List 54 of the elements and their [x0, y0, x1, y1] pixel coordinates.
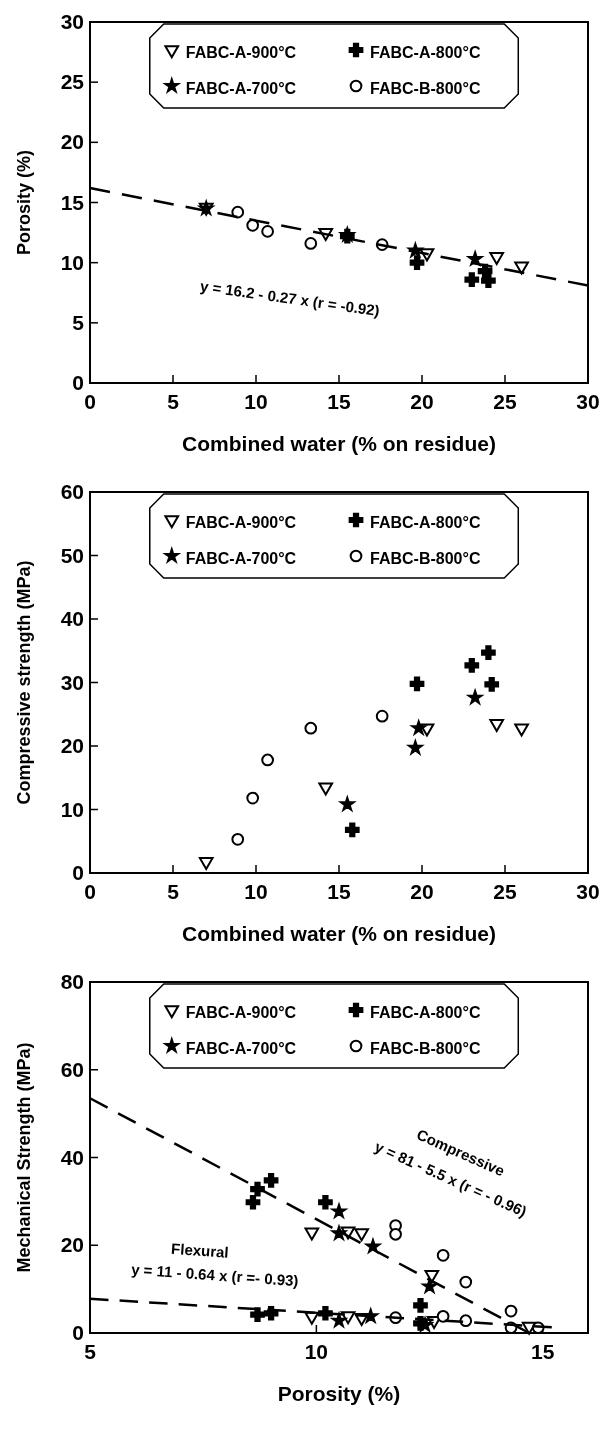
x-tick-label: 25 [493, 880, 517, 903]
x-tick-label: 25 [493, 390, 517, 413]
x-axis-title: Combined water (% on residue) [182, 922, 496, 945]
y-tick-label: 50 [60, 543, 84, 567]
annotation: Flexural [170, 1239, 230, 1261]
y-tick-label: 15 [60, 190, 85, 214]
x-tick-label: 20 [410, 880, 434, 903]
x-tick-label: 15 [327, 390, 351, 413]
y-tick-label: 0 [72, 861, 84, 884]
x-tick-label: 10 [244, 880, 268, 903]
y-tick-label: 60 [60, 480, 84, 503]
y-tick-label: 80 [60, 970, 84, 993]
x-tick-label: 5 [167, 880, 180, 903]
y-tick-label: 30 [60, 10, 84, 33]
y-tick-label: 40 [60, 1145, 84, 1169]
y-tick-label: 60 [60, 1057, 84, 1081]
legend-label: FABC-A-700°C [185, 550, 297, 567]
y-tick-label: 40 [60, 607, 84, 630]
y-tick-label: 30 [60, 670, 84, 694]
y-axis-title: Mechanical Strength (MPa) [14, 1042, 34, 1273]
y-tick-label: 5 [72, 310, 85, 334]
y-tick-label: 0 [72, 1321, 84, 1344]
x-tick-label: 15 [327, 880, 351, 903]
legend-label: FABC-A-800°C [370, 1004, 481, 1021]
y-axis-title: Compressive strength (MPa) [14, 560, 34, 805]
x-tick-label: 10 [304, 1340, 329, 1363]
y-tick-label: 0 [72, 371, 84, 394]
x-tick-label: 15 [531, 1340, 555, 1363]
y-tick-label: 10 [60, 797, 84, 821]
legend-label: FABC-A-800°C [370, 44, 481, 61]
x-axis-title: Porosity (%) [277, 1382, 401, 1405]
x-tick-label: 20 [410, 390, 434, 413]
y-axis-title: Porosity (%) [14, 149, 34, 256]
legend-label: FABC-A-700°C [185, 80, 297, 97]
legend-label: FABC-A-900°C [185, 1004, 297, 1021]
legend-label: FABC-A-700°C [185, 1040, 297, 1057]
x-tick-label: 10 [244, 390, 268, 413]
y-tick-label: 20 [60, 130, 84, 154]
x-tick-label: 5 [167, 390, 180, 413]
x-tick-label: 30 [576, 390, 600, 413]
legend-label: FABC-A-900°C [185, 514, 297, 531]
x-tick-label: 30 [576, 880, 600, 903]
y-tick-label: 20 [60, 734, 84, 757]
legend-label: FABC-A-900°C [185, 44, 297, 61]
y-tick-label: 10 [60, 250, 84, 274]
legend-label: FABC-B-800°C [370, 1040, 481, 1057]
y-tick-label: 25 [60, 70, 85, 94]
x-axis-title: Combined water (% on residue) [182, 432, 496, 455]
legend-label: FABC-B-800°C [370, 80, 481, 97]
annotation: y = 11 - 0.64 x (r =- 0.93) [130, 1260, 300, 1290]
legend-label: FABC-A-800°C [370, 514, 481, 531]
annotation: y = 16.2 - 0.27 x (r = -0.92) [199, 277, 381, 320]
y-tick-label: 20 [60, 1233, 84, 1257]
legend-label: FABC-B-800°C [370, 550, 481, 567]
